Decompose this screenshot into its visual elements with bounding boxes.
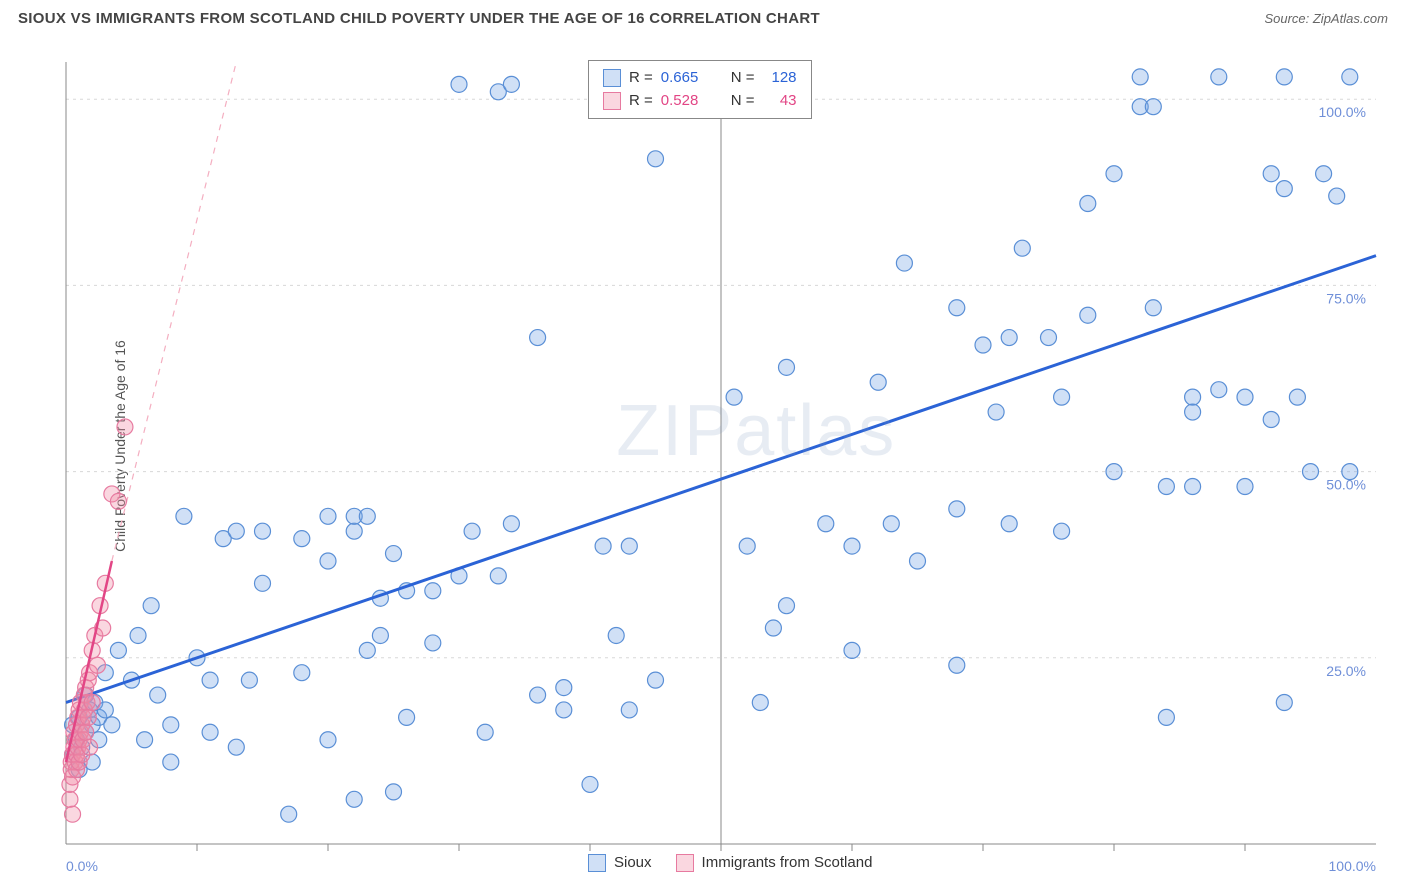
stat-n-value: 128	[763, 67, 797, 90]
chart-title: SIOUX VS IMMIGRANTS FROM SCOTLAND CHILD …	[18, 10, 820, 27]
source-prefix: Source:	[1264, 11, 1312, 26]
chart-area: 25.0%50.0%75.0%100.0% ZIPatlas R =0.665N…	[48, 40, 1396, 882]
x-axis-max-label: 100.0%	[1329, 858, 1376, 874]
stat-n-label: N =	[731, 67, 755, 90]
stats-row: R = 0.665 N = 128	[603, 67, 797, 90]
stat-r-label: R =	[629, 67, 653, 90]
source-attribution: Source: ZipAtlas.com	[1264, 11, 1388, 26]
scatter-plot: 25.0%50.0%75.0%100.0%	[48, 40, 1396, 882]
x-axis-min-label: 0.0%	[66, 858, 98, 874]
stat-r-label: R =	[629, 90, 653, 113]
legend-item: Immigrants from Scotland	[676, 852, 873, 875]
stat-n-value: 43	[763, 90, 797, 113]
stat-r-value: 0.665	[661, 67, 715, 90]
series-legend: Sioux Immigrants from Scotland	[588, 852, 872, 875]
stats-legend-box: R = 0.665 N = 128 R = 0.528 N = 43	[588, 60, 812, 119]
stat-n-label: N =	[731, 90, 755, 113]
legend-swatch	[676, 854, 694, 872]
legend-swatch	[588, 854, 606, 872]
stats-row: R = 0.528 N = 43	[603, 90, 797, 113]
legend-label: Sioux	[614, 852, 652, 875]
legend-swatch	[603, 92, 621, 110]
legend-item: Sioux	[588, 852, 652, 875]
stat-r-value: 0.528	[661, 90, 715, 113]
legend-swatch	[603, 69, 621, 87]
source-link[interactable]: ZipAtlas.com	[1313, 11, 1388, 26]
svg-text:100.0%: 100.0%	[1319, 104, 1366, 120]
legend-label: Immigrants from Scotland	[702, 852, 873, 875]
svg-text:25.0%: 25.0%	[1326, 663, 1366, 679]
svg-text:75.0%: 75.0%	[1326, 290, 1366, 306]
